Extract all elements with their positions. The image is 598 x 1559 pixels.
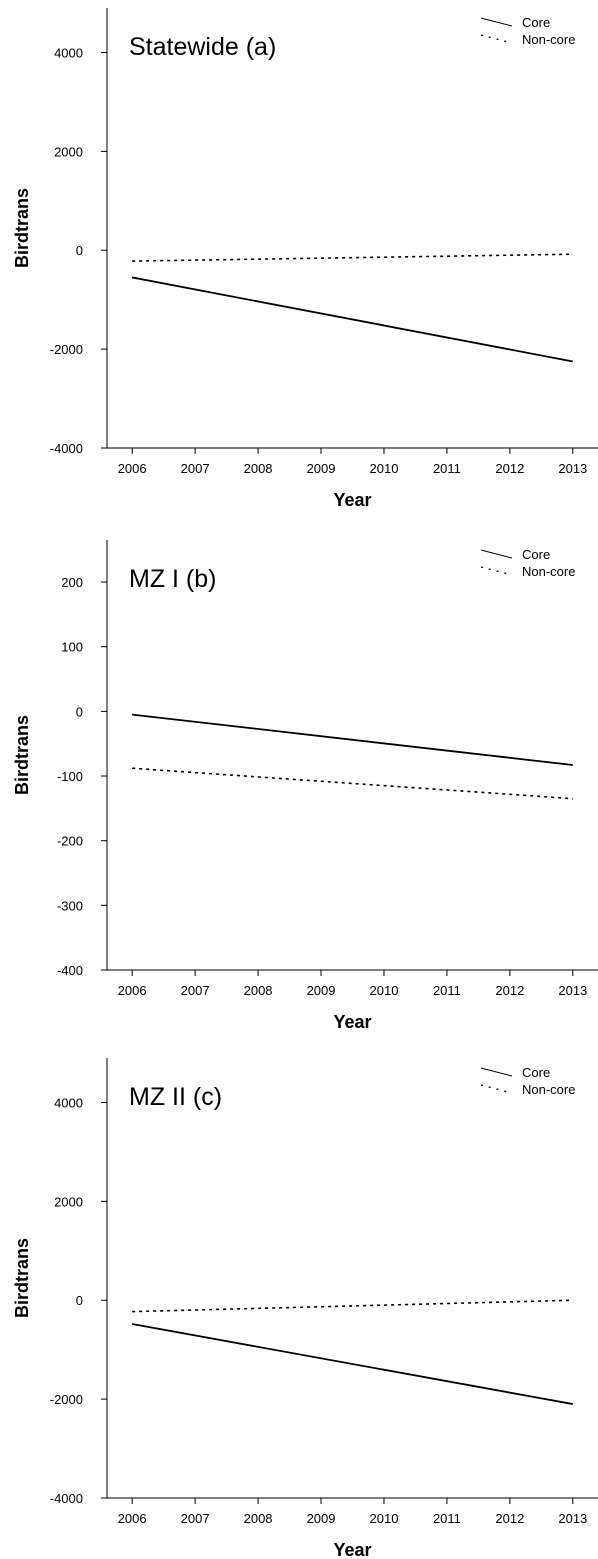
x-tick-label: 2006 — [118, 1511, 147, 1526]
y-tick-label: -100 — [57, 769, 83, 784]
y-tick-label: -400 — [57, 963, 83, 978]
x-tick-label: 2012 — [495, 1511, 524, 1526]
x-tick-label: 2007 — [181, 461, 210, 476]
y-tick-label: 200 — [61, 575, 83, 590]
series-line-core — [132, 276, 573, 363]
x-tick-label: 2013 — [558, 983, 587, 998]
x-tick-label: 2013 — [558, 461, 587, 476]
x-tick-label: 2012 — [495, 983, 524, 998]
x-tick-label: 2009 — [307, 1511, 336, 1526]
y-axis-title: Birdtrans — [12, 715, 32, 795]
chart-panel-1: -4000 -2000 0 2000 4000 2006 2007 2008 2009 2010 2… — [12, 8, 598, 510]
x-tick-label: 2011 — [433, 1511, 461, 1526]
x-tick-label: 2006 — [118, 461, 147, 476]
x-tick-label: 2007 — [181, 1511, 210, 1526]
x-tick-label: 2006 — [118, 983, 147, 998]
y-tick-label: -2000 — [50, 1392, 83, 1407]
x-tick-label: 2009 — [307, 461, 336, 476]
legend-swatch-non-core — [480, 566, 513, 576]
legend-swatch-non-core — [480, 34, 513, 44]
x-axis-title: Year — [333, 1540, 371, 1559]
series-line-non-core — [132, 767, 573, 800]
legend-label-core: Core — [522, 1065, 550, 1080]
series-line-non-core — [132, 253, 573, 262]
x-tick-label: 2008 — [244, 1511, 273, 1526]
x-tick-label: 2010 — [370, 461, 399, 476]
y-tick-label: -4000 — [50, 441, 83, 456]
y-tick-label: 0 — [76, 243, 83, 258]
y-tick-label: -300 — [57, 898, 83, 913]
y-tick-label: -200 — [57, 834, 83, 849]
y-axis-title: Birdtrans — [12, 1238, 32, 1318]
chart-panel-2: -400 -300 -200 -100 0 100 200 2006 2007 2008 2009 2… — [12, 540, 598, 1032]
legend-swatch-non-core — [480, 1084, 513, 1094]
legend-label-non-core: Non-core — [522, 564, 575, 579]
panel-title: Statewide (a) — [129, 33, 276, 61]
x-tick-label: 2012 — [495, 461, 524, 476]
y-tick-label: 0 — [76, 1293, 83, 1308]
y-tick-label: 2000 — [54, 144, 83, 159]
x-tick-label: 2008 — [244, 983, 273, 998]
x-tick-label: 2011 — [433, 983, 461, 998]
x-tick-label: 2011 — [433, 461, 461, 476]
legend-label-non-core: Non-core — [522, 32, 575, 47]
x-tick-label: 2008 — [244, 461, 273, 476]
y-tick-label: -4000 — [50, 1491, 83, 1506]
series-line-core — [132, 1323, 573, 1405]
series-line-non-core — [132, 1299, 573, 1313]
x-axis-title: Year — [333, 490, 371, 510]
legend-label-non-core: Non-core — [522, 1082, 575, 1097]
y-tick-label: 4000 — [54, 45, 83, 60]
y-tick-label: 4000 — [54, 1095, 83, 1110]
y-tick-label: 100 — [61, 640, 83, 655]
series-line-core — [132, 713, 573, 766]
x-tick-label: 2010 — [370, 983, 399, 998]
y-tick-label: 2000 — [54, 1194, 83, 1209]
y-tick-label: 0 — [76, 704, 83, 719]
legend-swatch-core — [480, 17, 513, 27]
x-tick-label: 2007 — [181, 983, 210, 998]
legend-label-core: Core — [522, 15, 550, 30]
x-tick-label: 2013 — [558, 1511, 587, 1526]
chart-panel-3: -4000 -2000 0 2000 4000 2006 2007 2008 2009 2010 2… — [12, 1058, 598, 1559]
y-tick-label: -2000 — [50, 342, 83, 357]
panel-title: MZ I (b) — [129, 565, 217, 593]
legend-swatch-core — [480, 549, 513, 559]
x-axis-title: Year — [333, 1012, 371, 1032]
panel-title: MZ II (c) — [129, 1083, 222, 1111]
x-tick-label: 2009 — [307, 983, 336, 998]
y-axis-title: Birdtrans — [12, 188, 32, 268]
legend-swatch-core — [480, 1067, 513, 1077]
legend-label-core: Core — [522, 547, 550, 562]
x-tick-label: 2010 — [370, 1511, 399, 1526]
